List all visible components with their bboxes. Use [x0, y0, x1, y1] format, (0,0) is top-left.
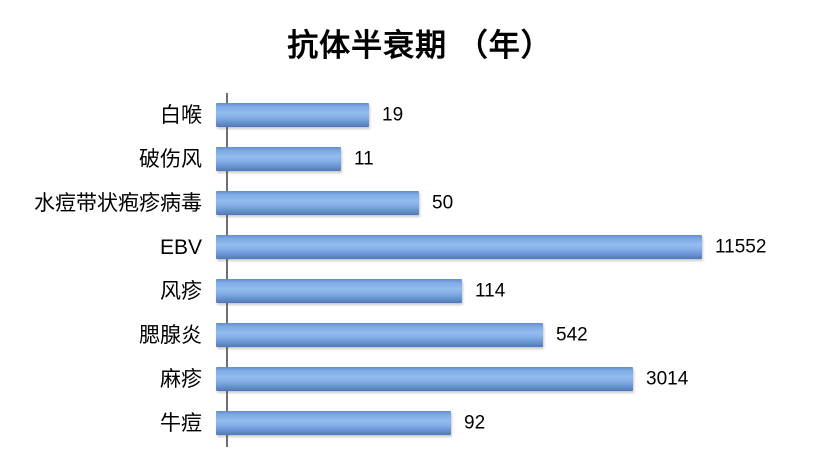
category-label: 白喉 [160, 103, 202, 127]
bar [216, 323, 543, 347]
category-label: 水痘带状疱疹病毒 [34, 191, 202, 215]
bar [216, 191, 419, 215]
category-label: 破伤风 [139, 147, 202, 171]
value-label: 19 [382, 104, 404, 126]
value-label: 542 [556, 324, 588, 346]
bar-track: 11552 [216, 235, 840, 259]
category-label: 风疹 [160, 279, 202, 303]
bar [216, 103, 369, 127]
bar-track: 11 [216, 147, 840, 171]
value-label: 11552 [715, 236, 767, 258]
bar-row: EBV 11552 [0, 225, 840, 269]
category-label: 牛痘 [160, 411, 202, 435]
bar-track: 50 [216, 191, 840, 215]
bar-track: 19 [216, 103, 840, 127]
chart-title: 抗体半衰期 （年） [287, 28, 553, 63]
category-label: EBV [159, 235, 202, 259]
bar-track: 3014 [216, 367, 840, 391]
category-label: 麻疹 [160, 367, 202, 391]
value-label: 114 [475, 280, 506, 302]
bar-track: 542 [216, 323, 840, 347]
bar-row: 水痘带状疱疹病毒 50 [0, 181, 840, 225]
bar [216, 147, 341, 171]
bar-row: 牛痘 92 [0, 401, 840, 445]
y-axis-line [226, 93, 228, 447]
bar-rows: 白喉 19 破伤风 11 水痘带状疱疹病毒 50 EBV 11552 风疹 114 腮腺炎 542 麻疹… [0, 93, 840, 445]
bar [216, 411, 451, 435]
bar-row: 白喉 19 [0, 93, 840, 137]
value-label: 92 [464, 412, 486, 434]
bar-row: 腮腺炎 542 [0, 313, 840, 357]
value-label: 50 [432, 192, 454, 214]
value-label: 3014 [646, 368, 689, 390]
bar-track: 114 [216, 279, 840, 303]
value-label: 11 [354, 148, 374, 170]
bar [216, 235, 702, 259]
bar-row: 破伤风 11 [0, 137, 840, 181]
bar [216, 279, 462, 303]
bar-row: 麻疹 3014 [0, 357, 840, 401]
bar [216, 367, 633, 391]
category-label: 腮腺炎 [139, 323, 202, 347]
bar-row: 风疹 114 [0, 269, 840, 313]
bar-track: 92 [216, 411, 840, 435]
